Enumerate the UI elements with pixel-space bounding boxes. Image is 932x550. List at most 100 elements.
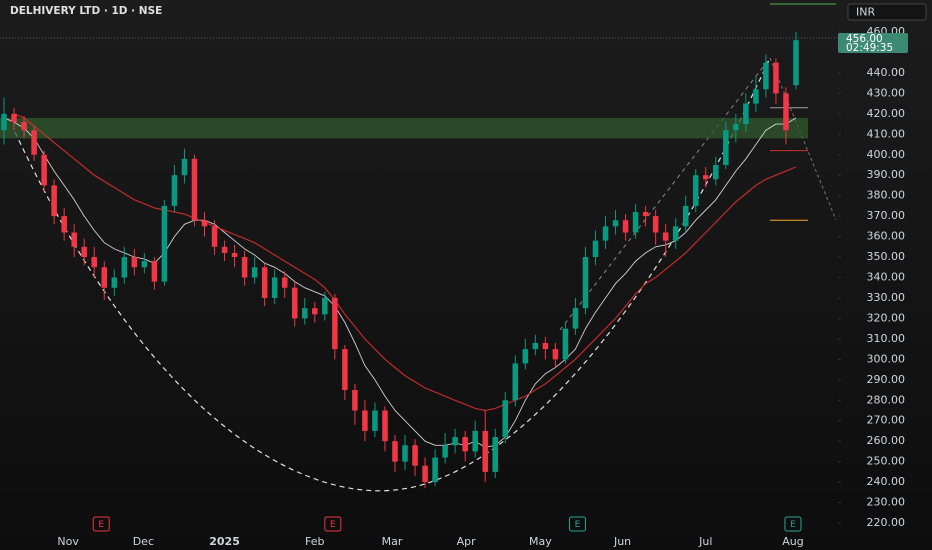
- y-tick-label: 370.00: [867, 209, 906, 222]
- event-marker: [568, 516, 586, 532]
- y-tick-label: 380.00: [867, 189, 906, 202]
- y-tick-label: 220.00: [867, 516, 906, 529]
- candle-body: [191, 158, 198, 221]
- candle-body: [482, 430, 488, 472]
- candle-body: [642, 212, 649, 217]
- y-tick-label: 300.00: [867, 352, 906, 365]
- candle-body: [753, 89, 759, 104]
- y-tick-label: 350.00: [867, 250, 906, 263]
- candle-body: [532, 342, 539, 350]
- candle-body: [352, 390, 358, 411]
- x-tick-label: May: [529, 535, 552, 548]
- candle-body: [552, 349, 559, 360]
- y-tick-label: 430.00: [867, 86, 906, 99]
- candle-body: [151, 261, 158, 282]
- candle-body: [713, 164, 719, 180]
- candle-body: [51, 185, 57, 217]
- candle-body: [442, 445, 448, 458]
- candle-body: [612, 220, 619, 227]
- currency: INR: [856, 6, 875, 19]
- candle-body: [21, 122, 27, 131]
- candle-body: [312, 308, 318, 315]
- candle-body: [261, 267, 268, 298]
- candle-body: [131, 257, 138, 268]
- x-tick-label: Feb: [305, 535, 324, 548]
- candle-body: [171, 175, 178, 206]
- x-tick-label: Nov: [57, 535, 79, 548]
- candle-body: [31, 130, 37, 155]
- event-label: E: [330, 520, 336, 530]
- candle-body: [71, 232, 77, 247]
- x-tick-label: Aug: [782, 535, 803, 548]
- candle-body: [412, 445, 418, 466]
- candle-body: [161, 205, 168, 282]
- trend-line: [559, 57, 771, 331]
- candle-body: [382, 410, 388, 442]
- y-tick-label: 400.00: [867, 148, 906, 161]
- x-tick-label: 2025: [209, 535, 240, 548]
- candle-body: [622, 220, 629, 233]
- candle-body: [793, 40, 799, 86]
- y-tick-label: 230.00: [867, 496, 906, 509]
- x-tick-label: Jun: [613, 535, 631, 548]
- candle-body: [452, 437, 458, 446]
- cup-curve: [14, 57, 771, 492]
- candle-body: [462, 437, 468, 452]
- y-tick-label: 260.00: [867, 434, 906, 447]
- candle-body: [572, 308, 579, 329]
- candle-body: [111, 277, 118, 288]
- projection-line: [769, 57, 837, 221]
- y-tick-label: 310.00: [867, 332, 906, 345]
- candle-body: [602, 226, 609, 241]
- candle-body: [61, 216, 67, 233]
- candle-body: [402, 445, 408, 462]
- candle-body: [121, 257, 128, 278]
- y-tick-label: 330.00: [867, 291, 906, 304]
- x-tick-label: Dec: [133, 535, 154, 548]
- y-tick-label: 270.00: [867, 414, 906, 427]
- candle-body: [562, 328, 569, 360]
- candle-body: [672, 226, 679, 241]
- candle-body: [251, 267, 258, 278]
- price-box: [838, 33, 908, 53]
- candle-body: [662, 232, 669, 241]
- candle-body: [302, 308, 308, 319]
- candle-body: [291, 287, 298, 319]
- candle-body: [652, 216, 659, 233]
- candle-body: [231, 252, 238, 258]
- candle-body: [201, 220, 208, 227]
- candle-body: [733, 124, 739, 131]
- y-tick-label: 250.00: [867, 455, 906, 468]
- candle-body: [542, 342, 549, 350]
- candle-body: [472, 430, 478, 452]
- candle-body: [723, 130, 729, 165]
- candle-body: [763, 62, 769, 90]
- candle-body: [502, 400, 509, 438]
- zone: [0, 117, 808, 139]
- event-label: E: [98, 520, 104, 530]
- candle-body: [181, 158, 188, 176]
- x-tick-label: Jul: [698, 535, 712, 548]
- candle-body: [271, 277, 278, 298]
- event-marker: [784, 516, 802, 532]
- event-label: E: [575, 520, 581, 530]
- y-tick-label: 360.00: [867, 230, 906, 243]
- candle-body: [101, 267, 108, 288]
- event-marker: [324, 516, 342, 532]
- x-tick-label: Apr: [457, 535, 477, 548]
- candle-body: [773, 62, 779, 94]
- x-tick-label: Mar: [382, 535, 403, 548]
- currency-box: [847, 3, 927, 21]
- candle-body: [692, 175, 699, 206]
- y-tick-label: 320.00: [867, 311, 906, 324]
- candle-body: [11, 113, 17, 123]
- y-tick-label: 420.00: [867, 107, 906, 120]
- candle-body: [682, 205, 689, 227]
- candle-body: [582, 257, 589, 309]
- candle-body: [432, 457, 438, 483]
- y-tick-label: 440.00: [867, 66, 906, 79]
- candle-body: [392, 441, 398, 462]
- candle-body: [372, 410, 378, 431]
